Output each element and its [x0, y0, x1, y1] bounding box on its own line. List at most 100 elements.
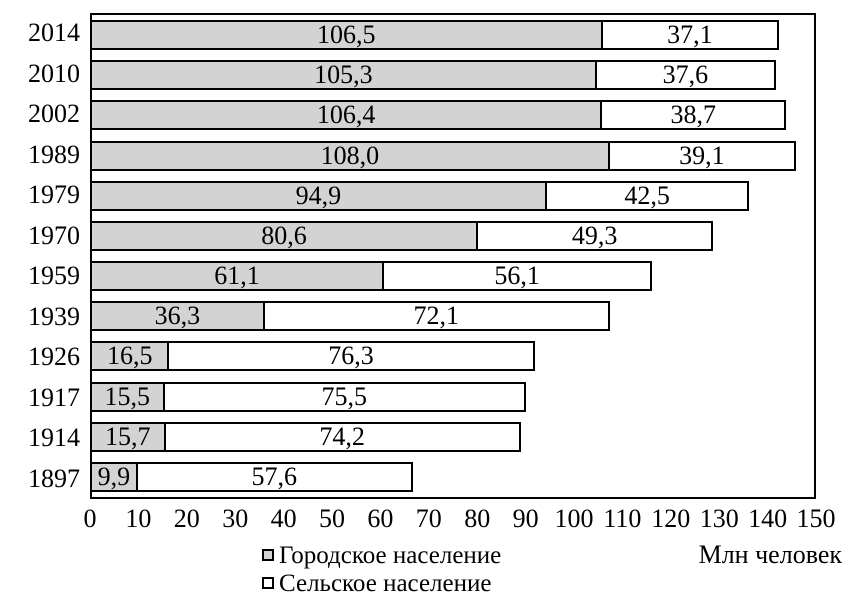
value-label: 106,4 [316, 100, 376, 130]
year-label: 1959 [28, 261, 80, 291]
value-label: 106,5 [317, 20, 376, 50]
year-label: 2002 [28, 99, 80, 129]
x-tick-label: 110 [603, 504, 642, 533]
x-tick-label: 80 [464, 504, 491, 533]
x-axis-ticks: 0 10 20 30 40 50 60 70 80 90 100 110 120 130 140 150 [84, 504, 836, 535]
value-label: 39,1 [679, 140, 725, 170]
bar-row: 9,9 57,6 [90, 457, 814, 497]
value-label: 15,7 [105, 421, 151, 451]
x-tick-label: 120 [651, 504, 691, 533]
urban-bar-segment: 16,5 [90, 341, 170, 372]
rural-bar-segment: 76,3 [167, 341, 535, 372]
year-label: 1970 [28, 220, 80, 250]
value-label: 37,6 [662, 60, 709, 90]
value-label: 76,3 [328, 341, 374, 371]
urban-bar-segment: 15,7 [90, 421, 166, 452]
value-label: 57,6 [251, 461, 298, 491]
urban-bar-segment: 105,3 [90, 60, 597, 91]
value-label: 72,1 [413, 301, 459, 331]
x-tick-label: 140 [748, 504, 788, 533]
stacked-bar: 80,6 49,3 [90, 220, 812, 251]
value-label: 105,3 [314, 60, 373, 90]
rural-bar-segment: 49,3 [475, 220, 714, 251]
rural-bar-segment: 42,5 [544, 180, 750, 211]
urban-bar-segment: 108,0 [90, 140, 610, 171]
x-tick-label: 40 [270, 504, 297, 533]
rural-bar-segment: 75,5 [162, 381, 526, 412]
year-label: 1989 [28, 139, 80, 169]
stacked-bar: 15,5 75,5 [90, 381, 812, 412]
year-label: 1979 [28, 180, 80, 210]
bar-row: 94,9 42,5 [90, 176, 814, 216]
year-label: 1897 [28, 463, 80, 493]
year-label: 1917 [28, 382, 80, 412]
rural-bar-segment: 38,7 [600, 100, 787, 131]
x-tick-label: 130 [699, 504, 739, 533]
rural-bar-segment: 39,1 [607, 140, 797, 171]
x-tick-label: 10 [125, 504, 152, 533]
x-tick-label: 70 [415, 504, 442, 533]
urban-bar-segment: 36,3 [90, 301, 265, 332]
legend: Городское население Сельское население [262, 541, 501, 597]
value-label: 74,2 [319, 421, 365, 451]
bar-row: 106,4 38,7 [90, 95, 814, 135]
rural-bar-segment: 56,1 [382, 261, 653, 292]
value-label: 56,1 [494, 261, 540, 291]
urban-bar-segment: 9,9 [90, 461, 138, 492]
bar-row: 61,1 56,1 [90, 256, 814, 296]
legend-label-urban: Городское население [279, 541, 502, 569]
urban-legend-swatch-icon [262, 549, 274, 561]
x-tick-label: 150 [796, 504, 836, 533]
value-label: 61,1 [214, 261, 260, 291]
year-label: 2014 [28, 18, 80, 48]
rural-bar-segment: 37,6 [594, 60, 776, 91]
stacked-bar: 94,9 42,5 [90, 180, 812, 211]
stacked-bar: 105,3 37,6 [90, 60, 812, 91]
bar-row: 80,6 49,3 [90, 216, 814, 256]
rural-bar-segment: 57,6 [135, 461, 413, 492]
bar-row: 36,3 72,1 [90, 296, 814, 336]
value-label: 9,9 [97, 461, 131, 491]
urban-bar-segment: 15,5 [90, 381, 165, 412]
value-label: 75,5 [321, 381, 368, 411]
value-label: 42,5 [624, 180, 670, 210]
x-tick-label: 90 [512, 504, 539, 533]
rural-bar-segment: 37,1 [600, 20, 780, 51]
urban-bar-segment: 61,1 [90, 261, 385, 292]
value-label: 37,1 [667, 20, 713, 50]
year-label: 1926 [28, 342, 80, 372]
y-axis-labels: 2014 2010 2002 1989 1979 1970 1959 1939 1926 1917… [0, 13, 80, 499]
bar-row: 108,0 39,1 [90, 136, 814, 176]
stacked-bar: 36,3 72,1 [90, 301, 812, 332]
stacked-bar: 16,5 76,3 [90, 341, 812, 372]
x-tick-label: 20 [173, 504, 200, 533]
year-label: 1914 [28, 423, 80, 453]
year-label: 2010 [28, 58, 80, 88]
value-label: 80,6 [261, 220, 307, 250]
bar-row: 15,5 75,5 [90, 377, 814, 417]
bar-row: 15,7 74,2 [90, 417, 814, 457]
value-label: 94,9 [295, 180, 342, 210]
value-label: 108,0 [320, 140, 380, 170]
year-label: 1939 [28, 301, 80, 331]
x-tick-label: 0 [83, 504, 97, 533]
bar-row: 106,5 37,1 [90, 15, 814, 55]
urban-bar-segment: 94,9 [90, 180, 547, 211]
x-tick-label: 60 [367, 504, 394, 533]
legend-item-urban: Городское население [262, 541, 501, 569]
bar-row: 16,5 76,3 [90, 336, 814, 376]
bar-row: 105,3 37,6 [90, 55, 814, 95]
x-tick-label: 50 [319, 504, 345, 533]
value-label: 36,3 [154, 301, 201, 331]
plot-area: 106,5 37,1 105,3 37,6 106,4 38,7 108,0 39,1 94,9… [90, 13, 816, 499]
legend-label-rural: Сельское население [279, 569, 492, 597]
value-label: 38,7 [670, 100, 717, 130]
x-tick-label: 30 [222, 504, 249, 533]
value-label: 49,3 [571, 220, 618, 250]
legend-item-rural: Сельское население [262, 569, 501, 597]
urban-bar-segment: 106,5 [90, 20, 603, 51]
urban-bar-segment: 106,4 [90, 100, 603, 131]
stacked-bar: 61,1 56,1 [90, 261, 812, 292]
x-axis-unit-label: Млн человек [698, 540, 842, 569]
